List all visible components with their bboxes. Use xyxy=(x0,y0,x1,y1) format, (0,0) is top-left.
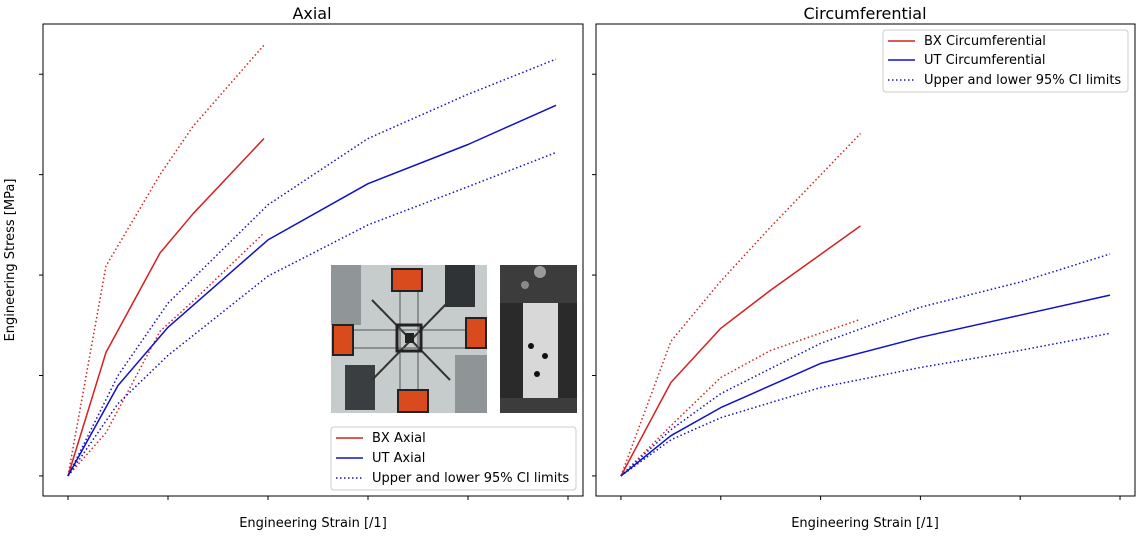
axial-x-axis-label: Engineering Strain [/1] xyxy=(239,516,387,531)
axial-ticks xyxy=(39,73,569,500)
series-ut-circumferential xyxy=(620,294,1111,477)
series-ut-lower-ci xyxy=(67,151,557,477)
axial-axes-frame xyxy=(42,23,584,497)
series-ut-upper-ci xyxy=(67,58,557,477)
series-bx-lower-ci xyxy=(620,318,861,477)
legend-label-ut-axial: UT Axial xyxy=(372,451,425,466)
uniaxial-specimen-photo xyxy=(500,265,577,413)
axial-title: Axial xyxy=(292,4,331,23)
legend-label-bx-axial: BX Axial xyxy=(372,431,426,446)
legend-label-ci: Upper and lower 95% CI limits xyxy=(372,471,569,486)
axial-legend: BX Axial UT Axial Upper and lower 95% CI… xyxy=(330,426,577,491)
circumferential-legend: BX Circumferential UT Circumferential Up… xyxy=(882,29,1129,93)
series-bx-lower-ci xyxy=(67,232,265,477)
circumferential-plot-area xyxy=(620,132,1111,477)
legend-label-ut-circumferential: UT Circumferential xyxy=(924,53,1046,68)
axial-panel: Axial xyxy=(39,4,584,531)
series-bx-circumferential xyxy=(620,225,861,477)
y-axis-label: Engineering Stress [MPa] xyxy=(3,179,18,342)
series-bx-upper-ci xyxy=(620,132,862,477)
series-ut-axial xyxy=(67,104,557,477)
circumferential-panel: Circumferential BX Circumferential UT Ci… xyxy=(592,4,1136,531)
axial-plot-area xyxy=(67,44,557,477)
series-ut-upper-ci xyxy=(620,253,1111,477)
series-ut-lower-ci xyxy=(620,332,1111,477)
circumferential-title: Circumferential xyxy=(803,4,926,23)
circumferential-axes-frame xyxy=(595,23,1136,497)
circumferential-x-axis-label: Engineering Strain [/1] xyxy=(791,516,939,531)
legend-label-bx-circumferential: BX Circumferential xyxy=(924,34,1046,49)
series-bx-axial xyxy=(67,137,265,477)
series-bx-upper-ci xyxy=(67,44,265,477)
circumferential-ticks xyxy=(592,73,1121,500)
biaxial-specimen-photo xyxy=(331,265,487,413)
legend-label-ci-circumferential: Upper and lower 95% CI limits xyxy=(924,73,1121,88)
